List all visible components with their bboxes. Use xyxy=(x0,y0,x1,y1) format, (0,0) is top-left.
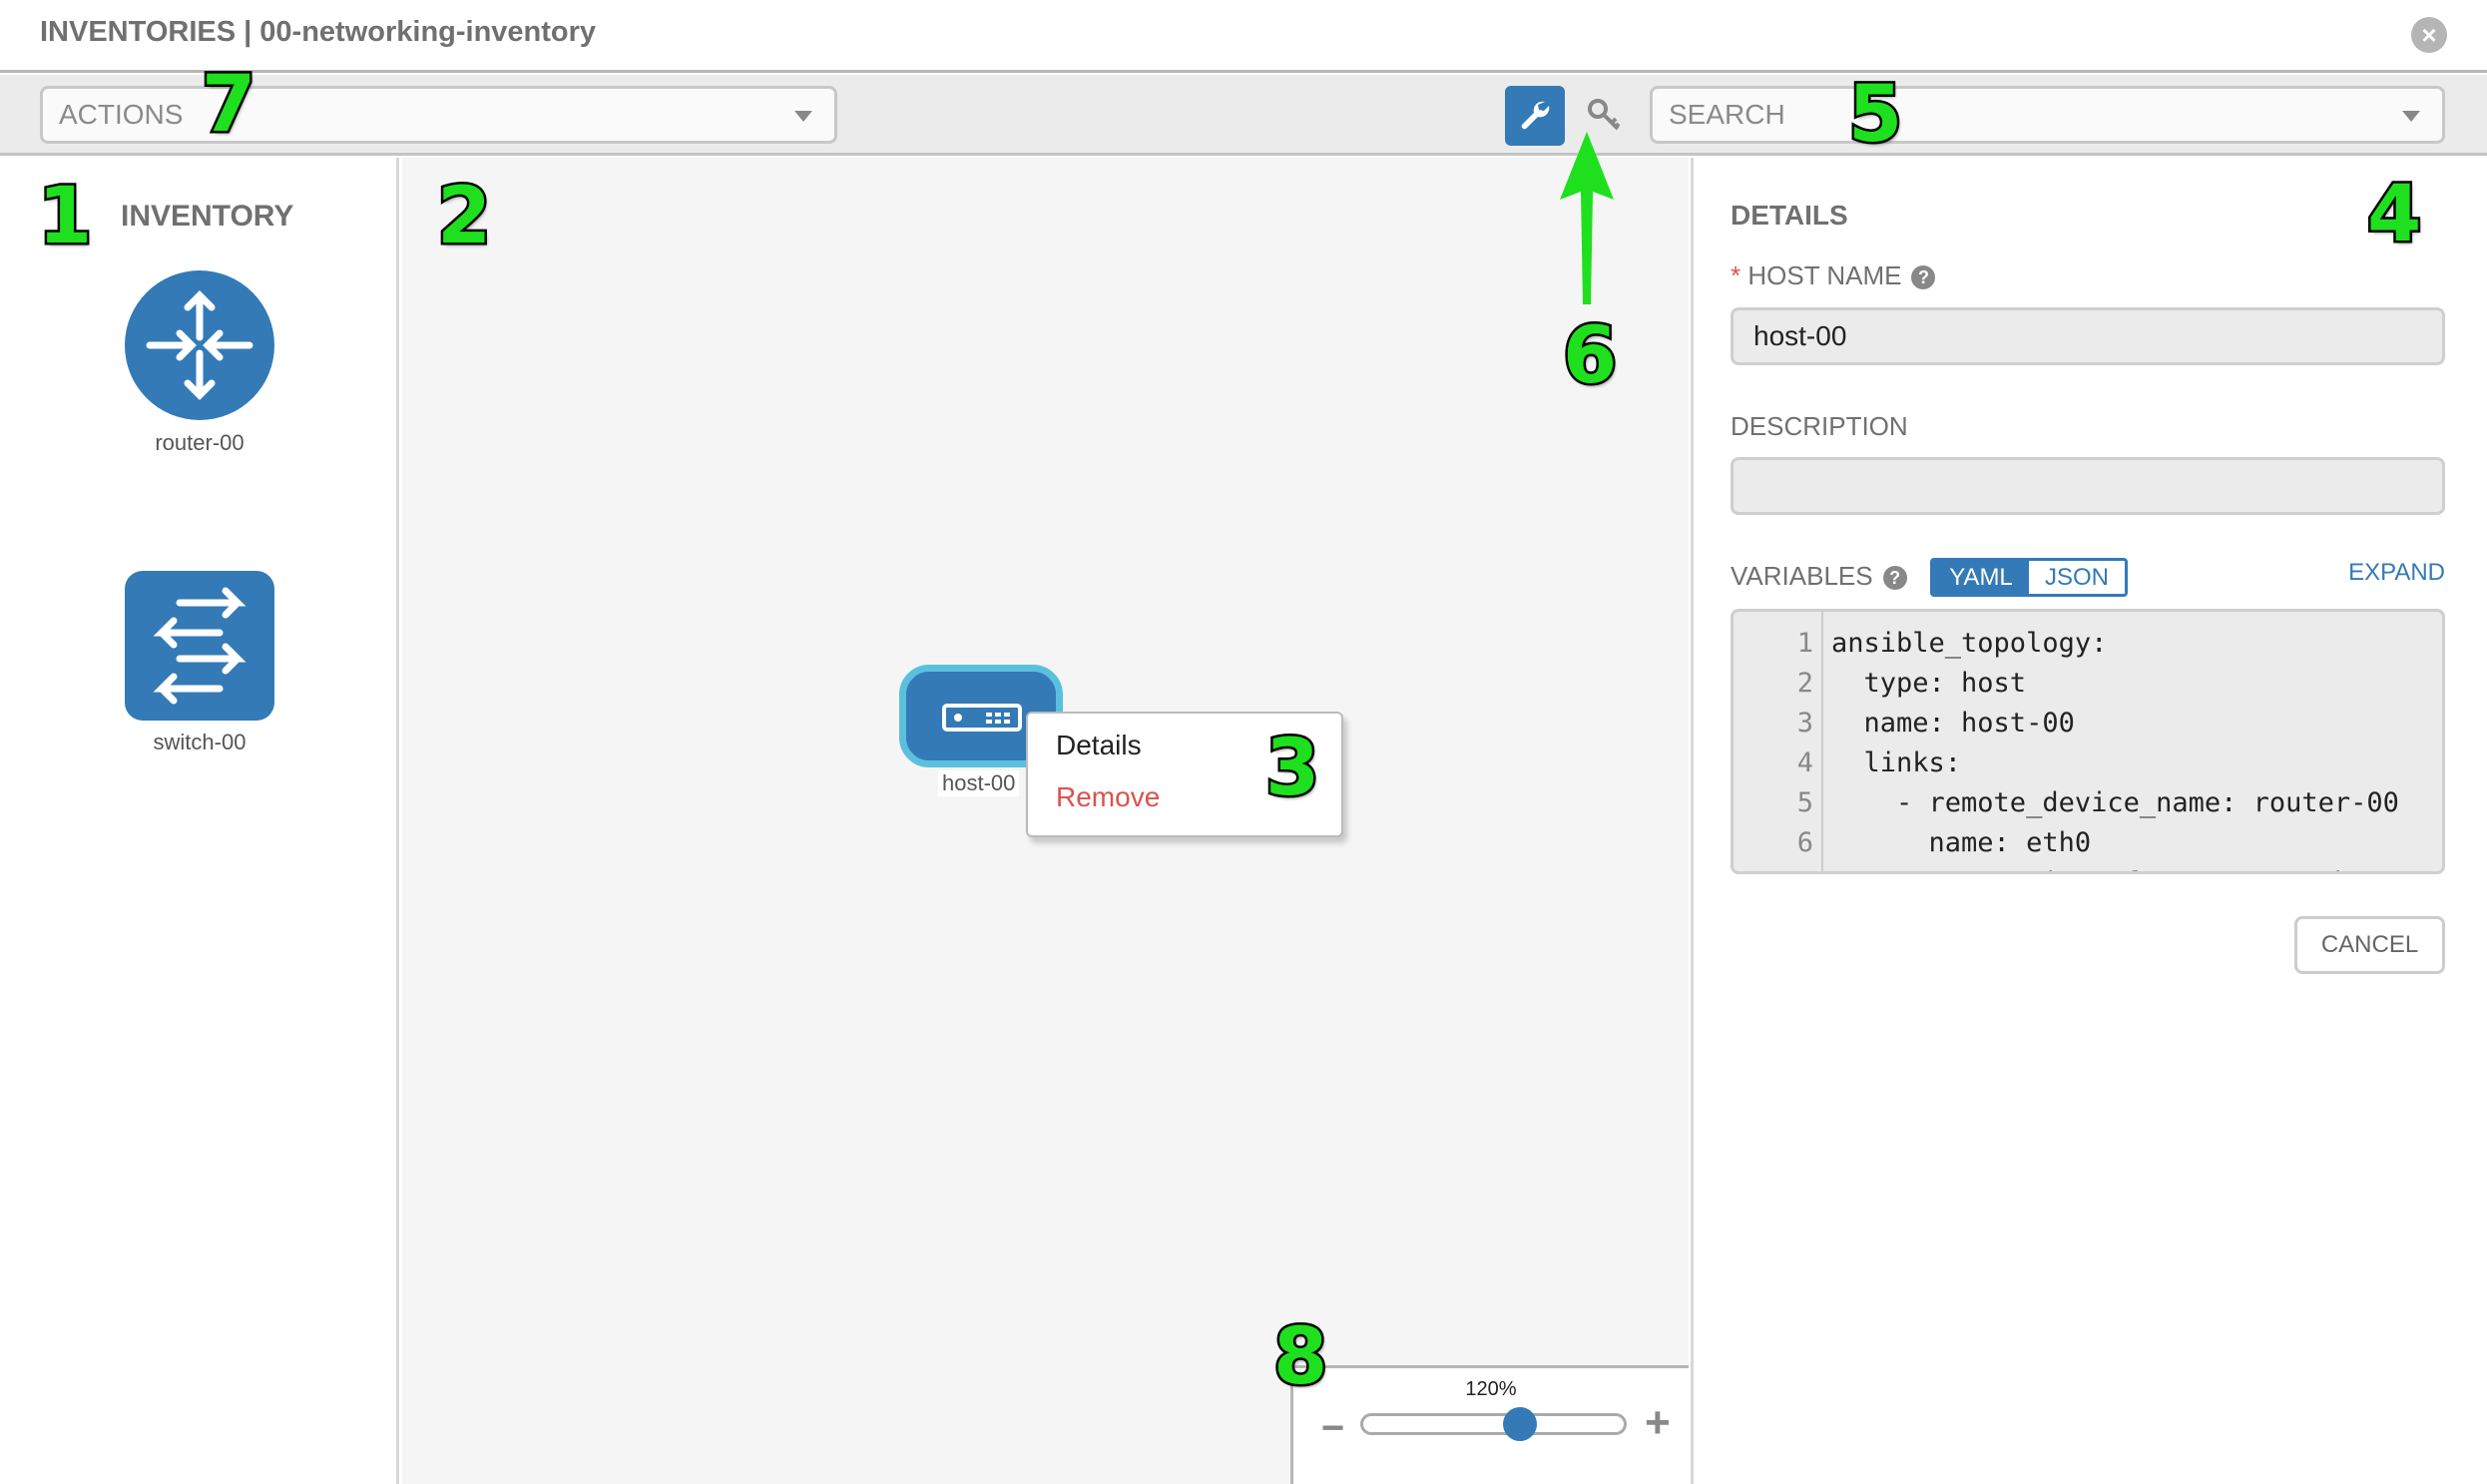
variables-label-text: VARIABLES xyxy=(1731,561,1873,591)
line-number: 4 xyxy=(1796,747,1813,778)
zoom-level: 120% xyxy=(1465,1378,1517,1400)
code-line: ansible_topology: xyxy=(1831,628,2108,659)
zoom-slider-thumb[interactable] xyxy=(1503,1407,1538,1441)
actions-dropdown[interactable]: ACTIONS xyxy=(40,86,837,144)
key-mode-button[interactable] xyxy=(1585,96,1625,136)
annotation-3: 3 xyxy=(1262,722,1321,816)
required-mark: * xyxy=(1731,260,1741,290)
zoom-slider[interactable] xyxy=(1360,1413,1627,1435)
menu-item-details[interactable]: Details xyxy=(1056,730,1142,760)
line-number: 5 xyxy=(1796,787,1813,818)
host-name-label-text: HOST NAME xyxy=(1747,260,1902,290)
switch-label: switch-00 xyxy=(153,730,247,754)
inventory-title: INVENTORY xyxy=(121,200,294,233)
host-label: host-00 xyxy=(938,770,1020,796)
chevron-down-icon xyxy=(794,111,812,122)
switch-device[interactable] xyxy=(125,571,274,721)
variables-editor[interactable]: 1 2 3 4 5 6 7 ansible_topology: type: host nam… xyxy=(1731,609,2445,874)
host-name-label: * HOST NAME? xyxy=(1731,260,1936,291)
line-number: 7 xyxy=(1734,863,1813,871)
code-line: links: xyxy=(1831,747,1962,778)
annotation-7: 7 xyxy=(199,58,257,153)
annotation-8: 8 xyxy=(1270,1310,1329,1405)
wrench-mode-button[interactable] xyxy=(1505,86,1565,146)
key-icon xyxy=(1588,99,1621,131)
code-line: type: host xyxy=(1831,668,2027,699)
host-name-input[interactable]: host-00 xyxy=(1731,307,2445,365)
help-icon[interactable]: ? xyxy=(1882,566,1907,591)
close-icon[interactable]: × xyxy=(2411,17,2447,53)
details-title: DETAILS xyxy=(1731,200,1848,231)
yaml-toggle[interactable]: YAML xyxy=(1933,561,2029,594)
annotation-arrow-icon xyxy=(1560,132,1614,304)
menu-item-remove[interactable]: Remove xyxy=(1056,781,1161,812)
help-icon[interactable]: ? xyxy=(1911,265,1936,290)
chevron-down-icon xyxy=(2402,111,2420,122)
page-title: INVENTORIES | 00-networking-inventory xyxy=(40,16,597,48)
code-line: remote_interface_name: eth0 xyxy=(1831,863,2399,871)
router-label: router-00 xyxy=(155,430,245,455)
description-label: DESCRIPTION xyxy=(1731,411,1908,441)
annotation-1: 1 xyxy=(35,170,94,264)
switch-icon xyxy=(153,587,247,705)
format-toggle: YAML JSON xyxy=(1930,558,2128,597)
router-device[interactable] xyxy=(125,270,274,420)
search-dropdown[interactable]: SEARCH xyxy=(1650,86,2445,144)
line-numbers: 1 2 3 4 5 6 7 xyxy=(1734,612,1823,871)
expand-link[interactable]: EXPAND xyxy=(2348,559,2445,586)
annotation-4: 4 xyxy=(2364,168,2423,262)
actions-placeholder: ACTIONS xyxy=(59,99,184,130)
code-line: - remote_device_name: router-00 xyxy=(1831,787,2399,818)
annotation-6: 6 xyxy=(1560,309,1619,404)
description-input[interactable] xyxy=(1731,457,2445,515)
variables-label: VARIABLES? xyxy=(1731,561,1907,592)
context-menu: Details Remove xyxy=(1026,712,1343,837)
search-placeholder: SEARCH xyxy=(1669,99,1785,130)
host-icon xyxy=(942,704,1022,732)
line-number: 6 xyxy=(1796,827,1813,858)
cancel-button[interactable]: CANCEL xyxy=(2294,916,2445,974)
zoom-panel: 120% − + xyxy=(1290,1365,1689,1484)
json-toggle[interactable]: JSON xyxy=(2029,561,2125,594)
title-bar: INVENTORIES | 00-networking-inventory × xyxy=(0,0,2487,73)
zoom-out-icon[interactable]: − xyxy=(1321,1406,1345,1450)
code-lines: ansible_topology: type: host name: host-… xyxy=(1831,624,2399,871)
router-icon xyxy=(146,290,253,400)
zoom-in-icon[interactable]: + xyxy=(1645,1398,1671,1447)
code-line: name: host-00 xyxy=(1831,708,2075,739)
line-number: 1 xyxy=(1796,628,1813,659)
line-number: 3 xyxy=(1796,708,1813,739)
annotation-2: 2 xyxy=(434,170,493,264)
annotation-5: 5 xyxy=(1845,68,1904,163)
line-number: 2 xyxy=(1796,668,1813,699)
wrench-icon xyxy=(1521,101,1550,130)
code-line: name: eth0 xyxy=(1831,827,2092,858)
